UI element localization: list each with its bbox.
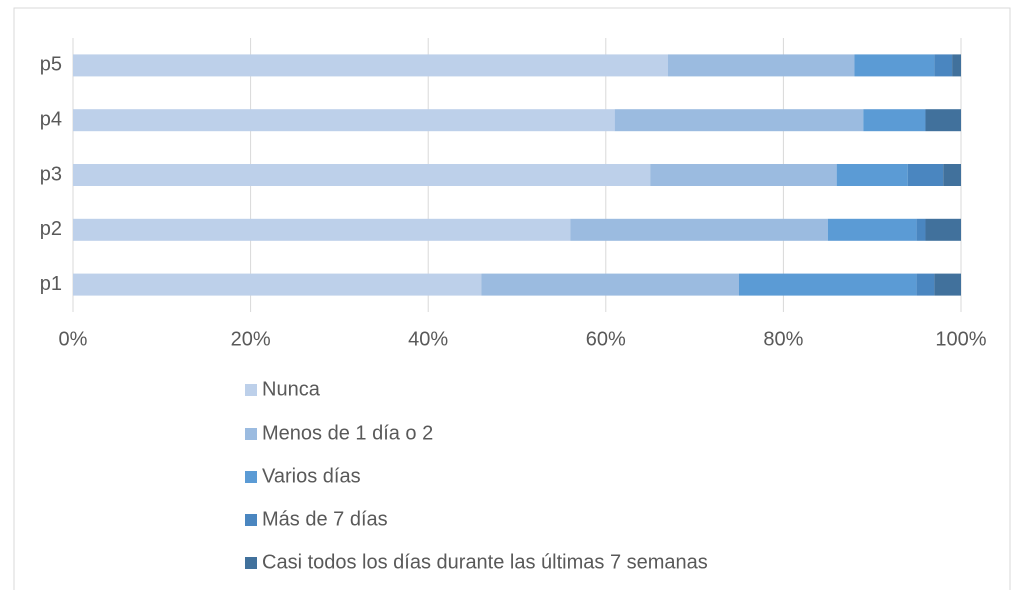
x-tick-label: 20% [231,328,271,350]
x-tick-label: 60% [586,328,626,350]
bar-segment [943,164,961,186]
legend-label: Casi todos los días durante las últimas … [262,551,708,573]
bar-segment [952,54,961,77]
bar-segment [854,54,935,77]
legend-label: Menos de 1 día o 2 [262,422,433,444]
bar-segment [73,164,651,186]
legend-swatch [245,384,257,396]
bar-segment [667,54,855,77]
bar-segment [73,218,571,241]
bar-segment [836,164,908,186]
y-tick-label: p5 [40,54,62,76]
bar-segment [925,109,961,132]
bar-segment [934,54,953,77]
bar-segment [907,164,944,186]
bar-segment [73,273,482,296]
bar-segment [481,273,739,296]
y-tick-label: p4 [40,108,62,130]
y-tick-label: p1 [40,273,62,295]
legend-swatch [245,471,257,483]
bar-segment [916,218,926,241]
bar-segment [73,54,668,77]
y-tick-label: p2 [40,218,62,240]
bar-segment [650,164,837,186]
legend-label: Más de 7 días [262,508,388,530]
bar-segment [739,273,917,296]
bar-segment [827,218,917,241]
legend-swatch [245,428,257,440]
x-tick-label: 0% [59,328,88,350]
x-tick-label: 100% [935,328,986,350]
x-tick-label: 40% [408,328,448,350]
bar-segment [925,218,961,241]
bar-segment [916,273,935,296]
legend-swatch [245,514,257,526]
legend-label: Nunca [262,378,321,400]
bar-segment [863,109,926,132]
legend-label: Varios días [262,465,361,487]
legend-swatch [245,557,257,569]
y-tick-label: p3 [40,163,62,185]
chart-frame [13,7,1011,590]
x-tick-label: 80% [763,328,803,350]
bar-segment [614,109,864,132]
bar-segment [73,109,615,132]
bar-segment [934,273,961,296]
bar-segment [570,218,828,241]
